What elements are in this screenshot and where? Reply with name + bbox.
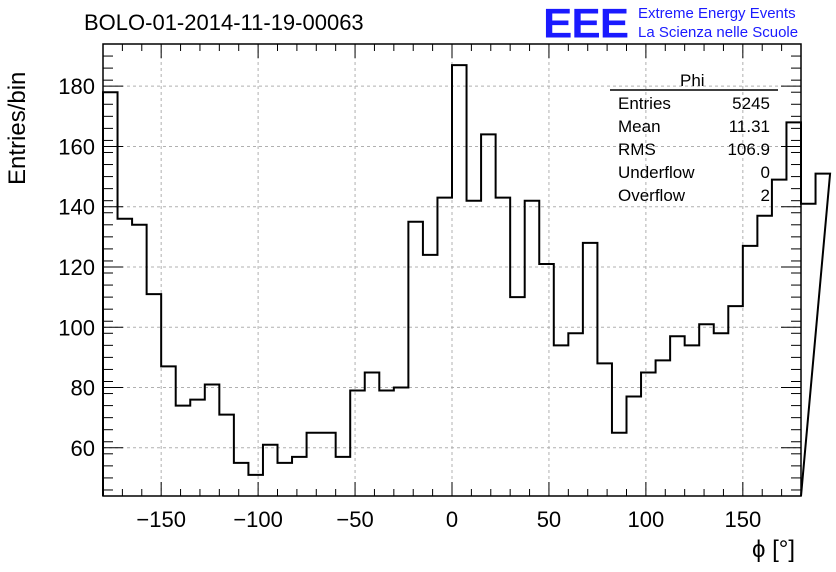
plot-frame (102, 43, 802, 497)
y-tick-label: 140 (58, 195, 95, 220)
stats-value: 2 (760, 186, 770, 205)
stats-value: 106.9 (727, 140, 770, 159)
chart-title: BOLO-01-2014-11-19-00063 (84, 10, 364, 35)
x-axis-label: ϕ [°] (752, 536, 796, 563)
logo-line1: Extreme Energy Events (638, 5, 796, 22)
stats-value: 11.31 (728, 117, 770, 136)
y-tick-label: 60 (71, 436, 95, 461)
y-tick-label: 180 (58, 74, 95, 99)
logo-caption: Extreme Energy Events La Scienza nelle S… (638, 4, 798, 42)
y-tick-label: 100 (58, 315, 95, 340)
stats-row-mean: Mean 11.31 (618, 117, 770, 137)
stats-label: Underflow (618, 163, 695, 182)
stats-row-overflow: Overflow 2 (618, 186, 770, 206)
stats-label: Entries (618, 94, 671, 113)
x-tick-labels: −150 −100 −50 0 50 100 150 (136, 507, 761, 532)
x-tick-label: 150 (724, 507, 761, 532)
y-tick-label: 120 (58, 255, 95, 280)
y-tick-labels: 60 80 100 120 140 160 180 (58, 74, 95, 461)
stats-row-underflow: Underflow 0 (618, 163, 770, 183)
stats-label: Overflow (618, 186, 686, 205)
y-axis-label: Entries/bin (4, 71, 31, 185)
y-tick-label: 80 (71, 376, 95, 401)
stats-label: RMS (618, 140, 656, 159)
x-tick-label: 100 (628, 507, 665, 532)
eee-logo: EEE (543, 0, 629, 47)
logo-line2: La Scienza nelle Scuole (638, 24, 799, 41)
x-tick-label: −50 (336, 507, 373, 532)
stats-value: 5245 (732, 94, 770, 113)
x-tick-label: −150 (136, 507, 186, 532)
stats-value: 0 (760, 163, 770, 182)
stats-row-rms: RMS 106.9 (618, 140, 770, 160)
x-tick-label: −100 (233, 507, 283, 532)
stats-row-entries: Entries 5245 (618, 94, 770, 114)
y-tick-label: 160 (58, 134, 95, 159)
axis-ticks (102, 44, 802, 496)
stats-label: Mean (618, 117, 661, 136)
x-tick-label: 0 (446, 507, 458, 532)
stats-box-title: Phi (680, 71, 705, 90)
histogram-line (102, 64, 832, 497)
x-tick-label: 50 (537, 507, 561, 532)
